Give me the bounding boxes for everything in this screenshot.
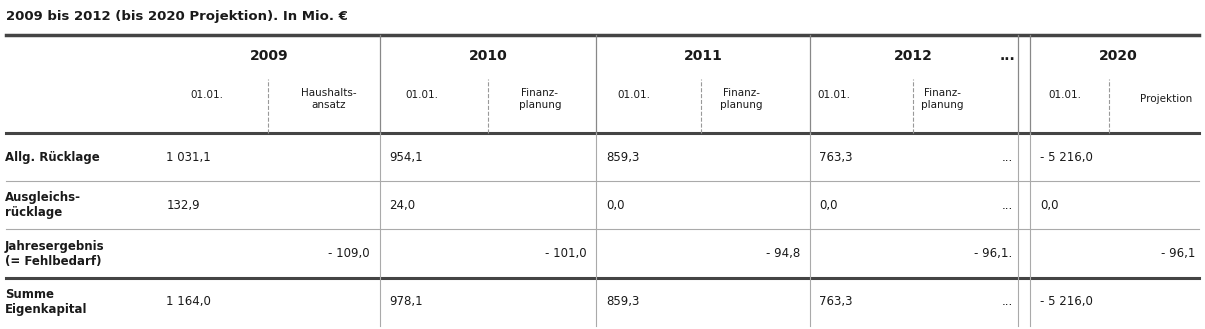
Text: - 96,1: - 96,1 <box>974 247 1009 260</box>
Text: 24,0: 24,0 <box>389 199 416 212</box>
Text: 1 031,1: 1 031,1 <box>166 151 211 164</box>
Text: 954,1: 954,1 <box>389 151 423 164</box>
Text: Finanz-
planung: Finanz- planung <box>921 88 964 110</box>
Text: - 101,0: - 101,0 <box>545 247 587 260</box>
Text: 2020: 2020 <box>1099 49 1138 63</box>
Text: 2009: 2009 <box>249 49 288 63</box>
Text: - 96,1: - 96,1 <box>1160 247 1195 260</box>
Text: 01.01.: 01.01. <box>1048 90 1082 100</box>
Text: 0,0: 0,0 <box>819 199 837 212</box>
Text: ...: ... <box>1001 151 1013 164</box>
Text: 01.01.: 01.01. <box>817 90 851 100</box>
Text: - 5 216,0: - 5 216,0 <box>1040 151 1093 164</box>
Text: 01.01.: 01.01. <box>405 90 439 100</box>
Text: 01.01.: 01.01. <box>617 90 651 100</box>
Text: - 94,8: - 94,8 <box>766 247 800 260</box>
Text: Projektion: Projektion <box>1140 94 1193 104</box>
Text: 2012: 2012 <box>894 49 933 63</box>
Text: 01.01.: 01.01. <box>190 90 224 100</box>
Text: 2011: 2011 <box>684 49 723 63</box>
Text: 763,3: 763,3 <box>819 151 853 164</box>
Text: 978,1: 978,1 <box>389 295 423 308</box>
Text: Allg. Rücklage: Allg. Rücklage <box>5 151 100 164</box>
Text: 1 164,0: 1 164,0 <box>166 295 211 308</box>
Text: 132,9: 132,9 <box>166 199 200 212</box>
Text: - 5 216,0: - 5 216,0 <box>1040 295 1093 308</box>
Text: ...: ... <box>1001 247 1013 260</box>
Text: Haushalts-
ansatz: Haushalts- ansatz <box>301 88 357 110</box>
Text: ...: ... <box>1001 199 1013 212</box>
Text: 2009 bis 2012 (bis 2020 Projektion). In Mio. €: 2009 bis 2012 (bis 2020 Projektion). In … <box>6 10 348 23</box>
Text: Summe
Eigenkapital: Summe Eigenkapital <box>5 288 87 316</box>
Text: ...: ... <box>1001 295 1013 308</box>
Text: ...: ... <box>999 49 1016 63</box>
Text: Finanz-
planung: Finanz- planung <box>518 88 562 110</box>
Text: 763,3: 763,3 <box>819 295 853 308</box>
Text: 859,3: 859,3 <box>606 295 640 308</box>
Text: Finanz-
planung: Finanz- planung <box>719 88 763 110</box>
Text: 0,0: 0,0 <box>606 199 624 212</box>
Text: - 109,0: - 109,0 <box>328 247 370 260</box>
Text: 2010: 2010 <box>469 49 507 63</box>
Text: 859,3: 859,3 <box>606 151 640 164</box>
Text: 0,0: 0,0 <box>1040 199 1058 212</box>
Text: Jahresergebnis
(= Fehlbedarf): Jahresergebnis (= Fehlbedarf) <box>5 240 105 267</box>
Text: Ausgleichs-
rücklage: Ausgleichs- rücklage <box>5 191 81 219</box>
